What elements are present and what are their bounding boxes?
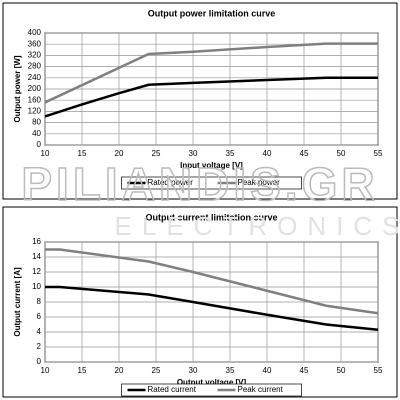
y-axis-label: Output power [W] [13,55,22,122]
y-tick-label: 120 [28,107,42,116]
y-tick-label: 400 [28,28,42,37]
x-tick-label: 25 [152,149,161,158]
y-tick-label: 14 [32,252,41,261]
y-tick-label: 6 [37,312,42,321]
y-tick-label: 2 [37,342,42,351]
x-tick-label: 15 [78,149,87,158]
x-tick-label: 45 [300,149,309,158]
y-tick-label: 320 [28,51,42,60]
data-line [45,248,379,315]
x-tick-label: 40 [263,366,272,375]
legend-box [121,176,302,190]
x-tick-label: 10 [41,366,50,375]
x-tick-label: 50 [337,149,346,158]
data-line [44,42,378,104]
x-tick-label: 25 [152,366,161,375]
y-tick-label: 0 [37,357,42,366]
x-tick-label: 55 [374,149,383,158]
x-tick-label: 30 [189,149,198,158]
data-line [44,76,378,118]
x-tick-label: 45 [300,366,309,375]
x-tick-label: 20 [115,366,124,375]
legend-box [121,383,302,397]
legend-label: Rated current [148,385,197,394]
watermark: PILIANDIS.GR [21,158,378,210]
y-tick-label: 4 [37,327,42,336]
y-axis-label: Output current [A] [13,267,22,337]
x-tick-label: 35 [226,149,235,158]
x-tick-label: 40 [263,149,272,158]
watermark: ELECTRONICS [115,211,400,241]
x-tick-label: 55 [374,366,383,375]
x-tick-label: 15 [78,366,87,375]
y-tick-label: 240 [28,73,42,82]
y-tick-label: 160 [28,95,42,104]
y-tick-label: 0 [37,140,42,149]
x-axis-label: Output voltage [V] [177,378,247,387]
y-tick-label: 200 [28,84,42,93]
y-tick-label: 360 [28,39,42,48]
y-tick-label: 10 [32,282,41,291]
y-tick-label: 12 [32,267,41,276]
x-tick-label: 30 [189,366,198,375]
y-tick-label: 8 [37,297,42,306]
x-axis-label: Input voltage [V] [180,161,243,170]
y-tick-label: 280 [28,62,42,71]
y-tick-label: 16 [32,237,41,246]
x-tick-label: 35 [226,366,235,375]
legend-label: Peak current [238,385,284,394]
chart-title: Output current limitation curve [145,212,277,222]
chart-title: Output power limitation curve [148,8,276,18]
y-tick-label: 40 [32,129,41,138]
x-tick-label: 10 [41,149,50,158]
x-tick-label: 50 [337,366,346,375]
x-tick-label: 20 [115,149,124,158]
legend-label: Rated power [148,178,194,187]
data-line [45,285,379,331]
y-tick-label: 80 [32,118,41,127]
legend-label: Peak power [238,178,281,187]
